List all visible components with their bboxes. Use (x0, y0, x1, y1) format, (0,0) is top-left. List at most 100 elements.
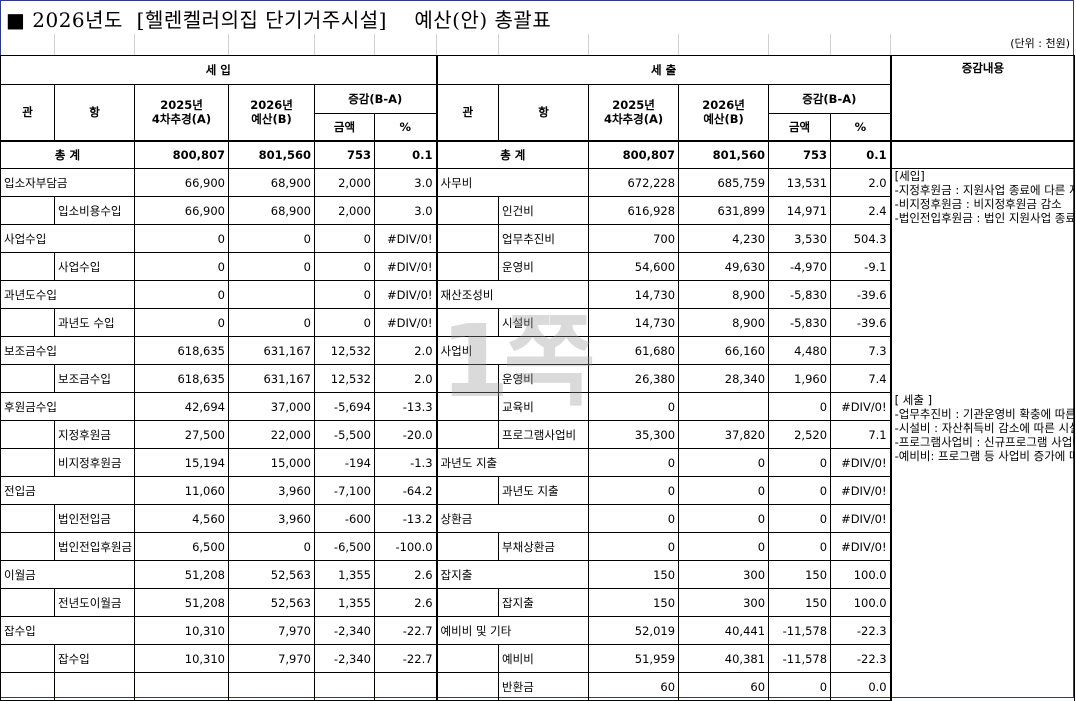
expense-curr-cell: 66,160 (678, 336, 770, 365)
expense-pct-cell: 504.3 (830, 224, 892, 253)
expense-curr-cell: 49,630 (678, 252, 770, 281)
income-prev-cell (134, 672, 229, 701)
expense-hang-cell: 인건비 (498, 196, 590, 225)
income-prev-cell: 51,208 (134, 560, 229, 589)
income-pct-cell: 2.0 (373, 364, 438, 393)
expense-amount-cell: -4,970 (768, 252, 832, 281)
income-amount-cell: 2,000 (314, 168, 375, 197)
expense-gwan-cell: 예비비 및 기타 (435, 616, 590, 645)
expense-pct-cell: #DIV/0! (830, 392, 892, 421)
income-gwan-spacer (0, 588, 55, 617)
income-gwan-cell: 과년도수입 (0, 280, 135, 309)
expense-col-pct: % (830, 113, 892, 142)
expense-curr-cell: 40,381 (678, 644, 770, 673)
expense-curr-cell: 8,900 (678, 308, 770, 337)
income-curr-cell: 7,970 (228, 644, 315, 673)
expense-pct-cell: #DIV/0! (830, 504, 892, 533)
top-gridlines (0, 34, 1074, 55)
income-gwan-cell: 사업수입 (0, 224, 135, 253)
table-row: 비지정후원금 15,194 15,000 -194 -1.3 과년도 지출 0 0 0 #DIV/… (0, 448, 1075, 477)
expense-hang-cell: 예비비 (498, 644, 590, 673)
expense-prev-cell: 700 (588, 224, 680, 253)
expense-prev-cell: 0 (588, 504, 680, 533)
table-row: 보조금수입 618,635 631,167 12,532 2.0 운영비 26,380 28,… (0, 364, 1075, 393)
income-pct-cell: 3.0 (373, 196, 438, 225)
expense-col-prev: 2025년 4차추경(A) (588, 84, 680, 142)
income-gwan-spacer (0, 364, 55, 393)
expense-hang-cell: 교육비 (498, 392, 590, 421)
income-amount-cell: -2,340 (314, 616, 375, 645)
income-amount-cell: 0 (314, 308, 375, 337)
expense-pct-cell: 7.1 (830, 420, 892, 449)
expense-gwan-spacer (435, 224, 500, 253)
expense-pct-cell: -39.6 (830, 308, 892, 337)
notes-expense-cell: [ 세출 ]-업무추진비 : 기관운영비 확충에 따른 증가-시설비 : 자산취… (889, 392, 1076, 701)
income-hang-cell: 법인전입금 (54, 504, 135, 533)
expense-amount-cell: 13,531 (768, 168, 832, 197)
expense-amount-cell: 0 (768, 392, 832, 421)
income-gwan-spacer (0, 420, 55, 449)
expense-gwan-spacer (435, 364, 500, 393)
table-row: 입소자부담금 66,900 68,900 2,000 3.0 사무비 672,228 685,… (0, 168, 1076, 393)
expense-gwan-spacer (435, 476, 500, 505)
income-gwan-cell: 보조금수입 (0, 336, 135, 365)
income-amount-cell: 1,355 (314, 588, 375, 617)
income-prev-cell: 618,635 (134, 336, 229, 365)
expense-prev-cell: 60 (588, 672, 680, 701)
expense-curr-cell: 300 (678, 560, 770, 589)
income-curr-cell: 68,900 (228, 168, 315, 197)
expense-gwan-spacer (435, 588, 500, 617)
expense-col-amount: 금액 (768, 113, 832, 142)
income-gwan-cell: 입소자부담금 (0, 168, 135, 197)
expense-gwan-spacer (435, 532, 500, 561)
income-curr-cell: 15,000 (228, 448, 315, 477)
income-col-amount: 금액 (314, 113, 375, 142)
income-pct-cell: -22.7 (373, 644, 438, 673)
income-amount-cell: -194 (314, 448, 375, 477)
expense-total-prev: 800,807 (588, 140, 680, 169)
table-row: 반환금 60 60 0 0.0 (0, 672, 1075, 701)
income-amount-cell: 2,000 (314, 196, 375, 225)
income-amount-cell (314, 672, 375, 701)
income-total-prev: 800,807 (134, 140, 229, 169)
expense-curr-cell: 0 (678, 504, 770, 533)
expense-amount-cell: -11,578 (768, 616, 832, 645)
income-col-pct: % (373, 113, 438, 142)
expense-amount-cell: -11,578 (768, 644, 832, 673)
note-line: -업무추진비 : 기관운영비 확충에 따른 증가 (894, 406, 1075, 421)
income-curr-cell: 68,900 (228, 196, 315, 225)
income-curr-cell: 22,000 (228, 420, 315, 449)
note-line: [세입] (894, 169, 925, 183)
notes-total-cell (889, 140, 1076, 169)
expense-pct-cell: #DIV/0! (830, 448, 892, 477)
income-col-prev: 2025년 4차추경(A) (134, 84, 229, 142)
income-prev-cell: 10,310 (134, 644, 229, 673)
income-gwan-spacer (0, 196, 55, 225)
expense-pct-cell: 2.0 (830, 168, 892, 197)
expense-curr-cell: 40,441 (678, 616, 770, 645)
income-header: 세 입 (0, 55, 438, 85)
income-hang-cell: 입소비용수입 (54, 196, 135, 225)
income-hang-cell: 잡수입 (54, 644, 135, 673)
table-row: 잡수입 10,310 7,970 -2,340 -22.7 예비비 51,959 40,381… (0, 644, 1075, 673)
expense-hang-cell: 과년도 지출 (498, 476, 590, 505)
income-curr-cell: 37,000 (228, 392, 315, 421)
income-gwan-spacer (0, 504, 55, 533)
income-pct-cell: -100.0 (373, 532, 438, 561)
income-pct-cell: 2.6 (373, 588, 438, 617)
income-total-pct: 0.1 (373, 140, 438, 169)
expense-amount-cell: 3,530 (768, 224, 832, 253)
expense-prev-cell: 61,680 (588, 336, 680, 365)
expense-hang-cell: 운영비 (498, 364, 590, 393)
income-col-hang: 항 (54, 84, 135, 142)
income-pct-cell (373, 672, 438, 701)
income-pct-cell: -20.0 (373, 420, 438, 449)
income-amount-cell: -7,100 (314, 476, 375, 505)
expense-hang-cell: 운영비 (498, 252, 590, 281)
income-total-curr: 801,560 (228, 140, 315, 169)
income-curr-cell: 0 (228, 224, 315, 253)
income-prev-cell: 42,694 (134, 392, 229, 421)
income-col-gwan: 관 (0, 84, 55, 142)
note-line: -법인전입후원금 : 법인 지원사업 종료에 따른 감소 (894, 211, 1074, 225)
income-pct-cell: #DIV/0! (373, 252, 438, 281)
